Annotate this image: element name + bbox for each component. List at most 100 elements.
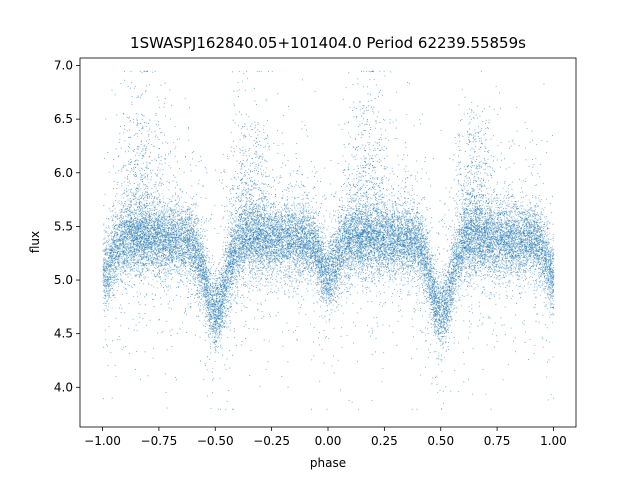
data-point (214, 317, 215, 318)
data-point (209, 257, 210, 258)
data-point (277, 273, 278, 274)
data-point (506, 191, 507, 192)
data-point (358, 218, 359, 219)
data-point (515, 201, 516, 202)
data-point (475, 256, 476, 257)
data-point (257, 250, 258, 251)
data-point (240, 206, 241, 207)
data-point (542, 274, 543, 275)
data-point (260, 283, 261, 284)
data-point (489, 206, 490, 207)
data-point (114, 246, 115, 247)
data-point (533, 211, 534, 212)
data-point (463, 234, 464, 235)
data-point (290, 183, 291, 184)
data-point (541, 240, 542, 241)
data-point (211, 301, 212, 302)
data-point (303, 211, 304, 212)
data-point (451, 276, 452, 277)
data-point (226, 305, 227, 306)
data-point (548, 254, 549, 255)
data-point (540, 280, 541, 281)
data-point (380, 250, 381, 251)
data-point (325, 274, 326, 275)
data-point (184, 218, 185, 219)
data-point (107, 254, 108, 255)
data-point (512, 220, 513, 221)
data-point (282, 250, 283, 251)
data-point (427, 250, 428, 251)
data-point (450, 272, 451, 273)
data-point (396, 248, 397, 249)
data-point (543, 274, 544, 275)
data-point (424, 263, 425, 264)
data-point (344, 235, 345, 236)
data-point (372, 242, 373, 243)
data-point (130, 259, 131, 260)
data-point (437, 288, 438, 289)
data-point (402, 265, 403, 266)
data-point (534, 215, 535, 216)
data-point (202, 247, 203, 248)
data-point (413, 255, 414, 256)
data-point (450, 256, 451, 257)
data-point (303, 277, 304, 278)
data-point (495, 260, 496, 261)
data-point (551, 295, 552, 296)
data-point (152, 225, 153, 226)
data-point (167, 208, 168, 209)
data-point (289, 296, 290, 297)
data-point (167, 243, 168, 244)
data-point (149, 229, 150, 230)
data-point (548, 284, 549, 285)
data-point (335, 291, 336, 292)
data-point (529, 236, 530, 237)
data-point (452, 304, 453, 305)
data-point (149, 264, 150, 265)
data-point (341, 277, 342, 278)
data-point (325, 265, 326, 266)
data-point (160, 257, 161, 258)
data-point (342, 241, 343, 242)
data-point (396, 255, 397, 256)
data-point (481, 222, 482, 223)
data-point (226, 302, 227, 303)
data-point (253, 258, 254, 259)
data-point (501, 271, 502, 272)
data-point (542, 262, 543, 263)
data-point (225, 242, 226, 243)
data-point (308, 221, 309, 222)
data-point (494, 234, 495, 235)
data-point (459, 259, 460, 260)
data-point (447, 271, 448, 272)
data-point (172, 269, 173, 270)
data-point (490, 277, 491, 278)
data-point (324, 233, 325, 234)
data-point (181, 254, 182, 255)
data-point (311, 276, 312, 277)
data-point (515, 272, 516, 273)
data-point (205, 299, 206, 300)
data-point (379, 282, 380, 283)
data-point (200, 232, 201, 233)
data-point (380, 222, 381, 223)
data-point (301, 231, 302, 232)
data-point (517, 261, 518, 262)
data-point (240, 264, 241, 265)
data-point (112, 273, 113, 274)
data-point (454, 247, 455, 248)
data-point (465, 203, 466, 204)
data-point (341, 284, 342, 285)
data-point (456, 207, 457, 208)
data-point (286, 235, 287, 236)
data-point (195, 277, 196, 278)
data-point (442, 322, 443, 323)
data-point (143, 221, 144, 222)
data-point (359, 255, 360, 256)
data-point (513, 260, 514, 261)
data-point (351, 267, 352, 268)
data-point (393, 248, 394, 249)
data-point (303, 213, 304, 214)
data-point (546, 286, 547, 287)
data-point (110, 281, 111, 282)
